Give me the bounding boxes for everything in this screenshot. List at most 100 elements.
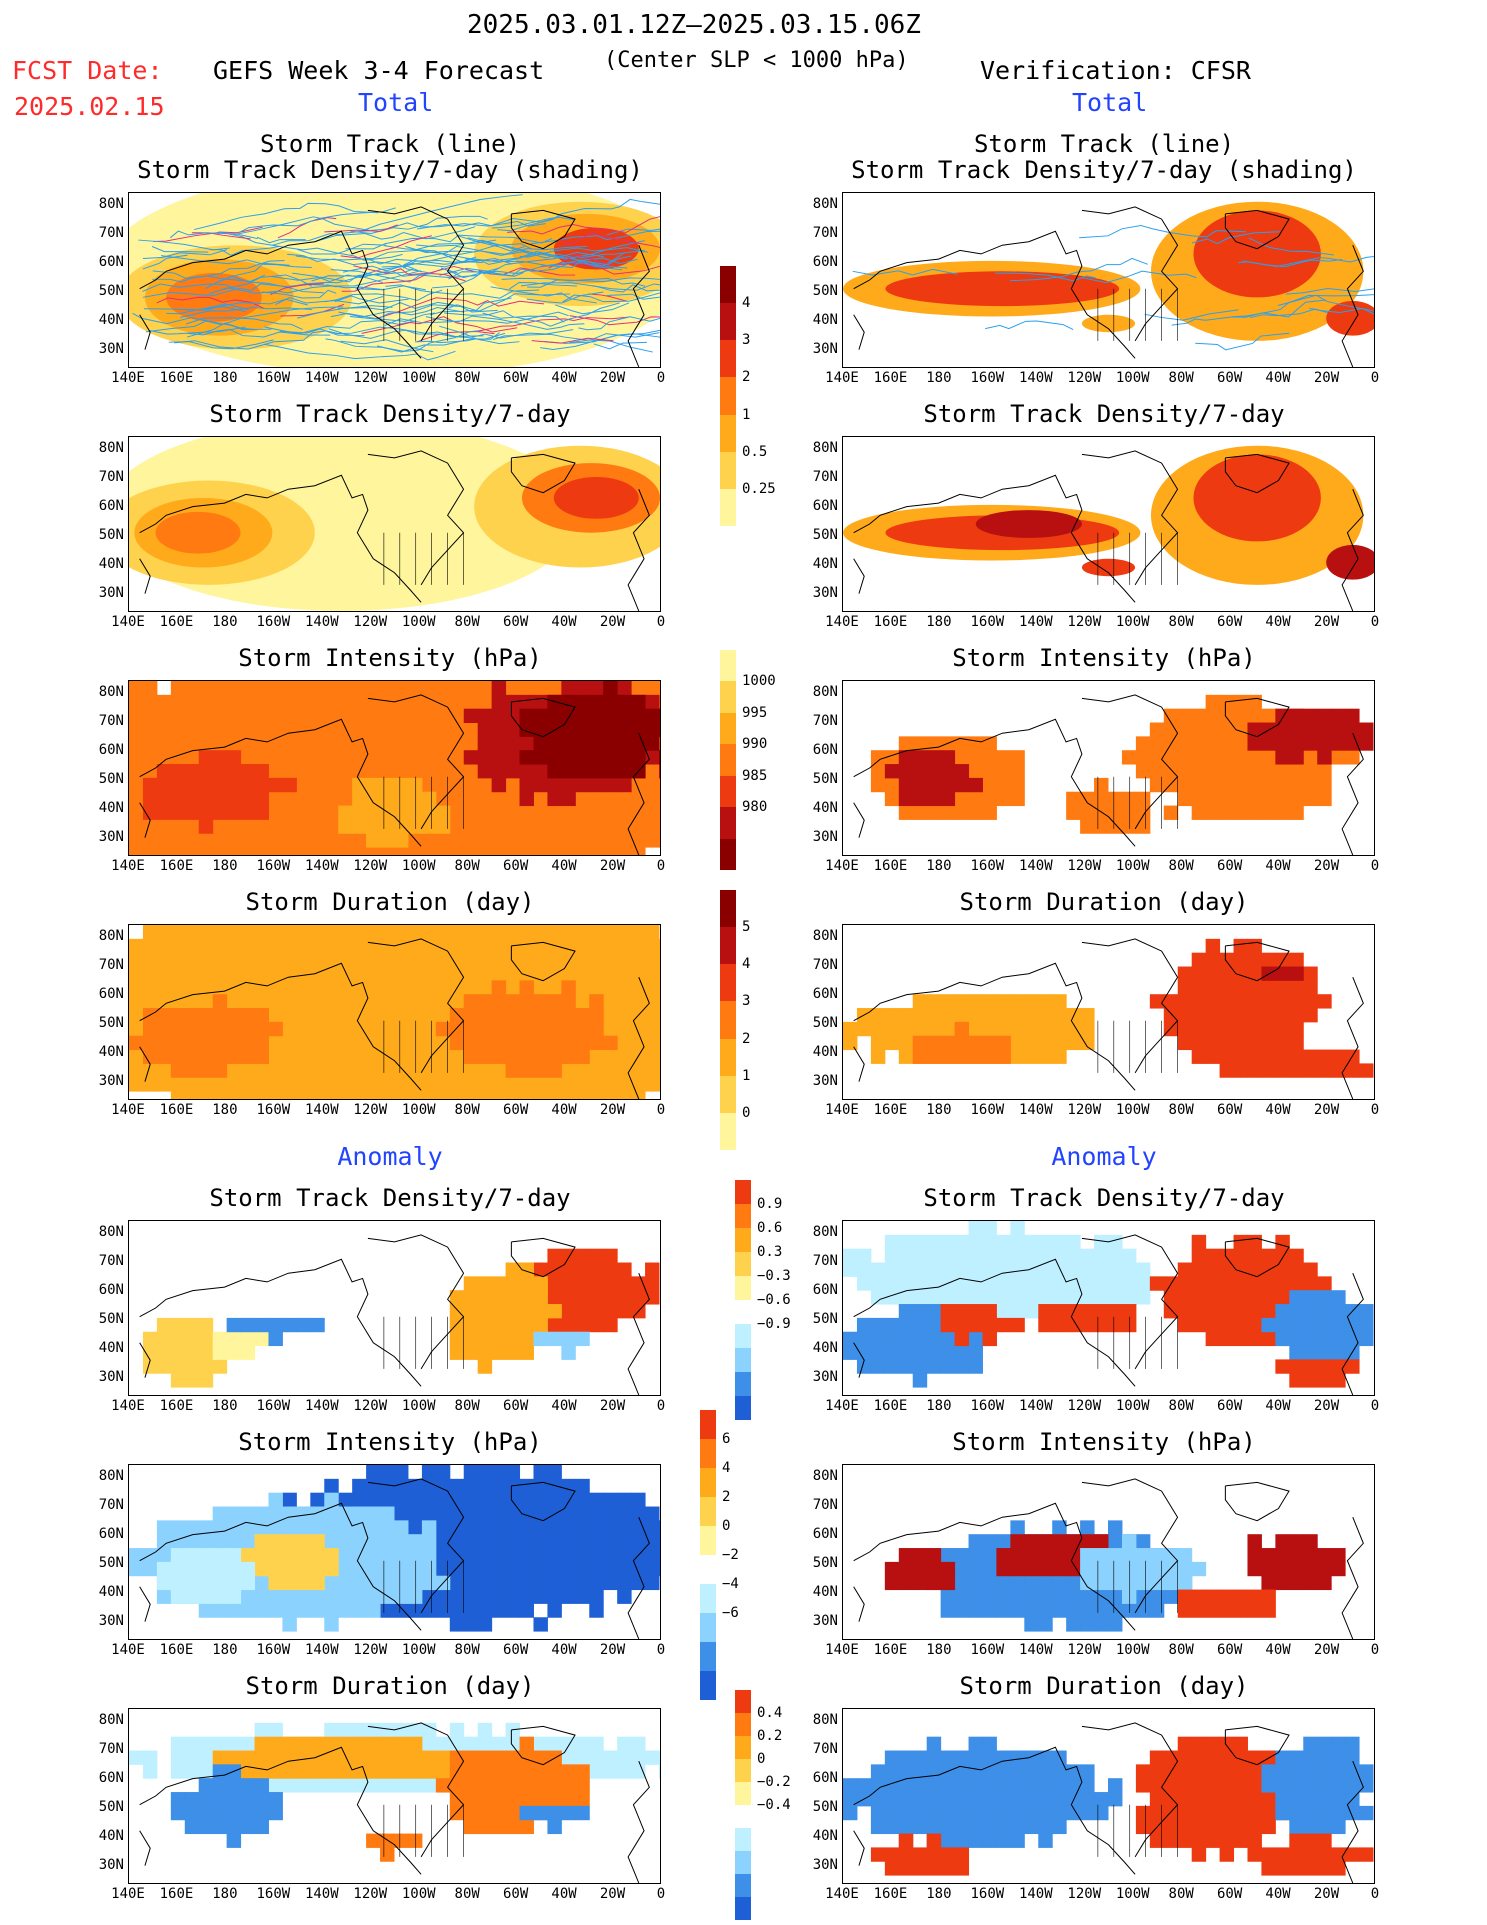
field-cell [226,750,242,765]
storm-track-line [335,326,484,338]
lat-label: 30N [812,1369,838,1385]
field-cell [394,708,409,724]
field-cell [184,952,200,968]
field-cell [926,1792,942,1807]
lon-label: 60W [502,1102,529,1118]
field-cell [477,1465,493,1480]
field-cell [1275,1331,1290,1347]
field-cell [1010,1008,1025,1023]
field-cell [575,1049,590,1064]
field-cell [1219,1589,1235,1604]
field-cell [435,980,451,995]
lon-label: 180 [212,614,238,630]
field-cell [1163,1561,1179,1577]
field-cell [617,847,632,855]
field-cell [1289,994,1304,1009]
field-cell [184,1331,200,1347]
field-cell [589,1317,604,1333]
field-cell [491,980,507,995]
lat-label: 40N [812,1340,838,1356]
field-cell [421,708,437,724]
storm-track-line [606,293,660,300]
field-cell [198,1805,214,1821]
field-cell [898,1049,914,1064]
map-canvas [129,1221,660,1395]
field-cell [1205,966,1221,981]
field-cell [547,764,562,779]
field-cell [547,1819,562,1835]
field-cell [449,1805,465,1821]
field-cell [519,1506,534,1521]
field-cell [1331,1764,1346,1779]
field-cell [435,1736,451,1752]
field-cell [240,994,256,1009]
field-cell [533,1049,548,1064]
field-cell [926,1561,942,1577]
field-cell [394,1750,409,1765]
field-cell [296,994,311,1009]
field-cell [575,1063,590,1078]
field-cell [1177,1792,1193,1807]
field-cell [1038,1317,1053,1333]
map-panel-l5 [128,1464,661,1640]
colorbar-segment [720,377,736,415]
field-cell [268,1492,283,1508]
field-cell [912,1373,928,1388]
field-cell [1233,1063,1248,1078]
field-cell [1303,1736,1318,1752]
field-cell [575,791,590,807]
field-cell [142,1359,158,1374]
field-cell [156,1589,172,1604]
field-cell [1121,1561,1137,1577]
field-cell [982,1534,997,1549]
lon-label: 100W [1115,614,1150,630]
field-cell [533,1304,548,1319]
field-cell [1191,1819,1207,1835]
field-cell [1275,708,1290,724]
density-blob [1326,544,1374,580]
field-cell [477,966,493,981]
field-cell [884,791,900,807]
field-cell [884,1805,900,1821]
field-cell [142,750,158,765]
field-cell [491,1465,507,1480]
field-cell [547,1290,562,1305]
lat-label: 80N [812,1712,838,1728]
field-cell [1052,1008,1067,1023]
field-cell [407,1021,423,1037]
field-cell [254,1561,269,1577]
field-cell [968,805,983,820]
field-cell [575,1077,590,1092]
field-cell [212,764,228,779]
field-cell [1121,1317,1137,1333]
field-cell [463,952,479,968]
field-cell [575,1534,590,1549]
coastline [139,1342,151,1378]
field-cell [1163,1805,1179,1821]
field-cell [617,1764,632,1779]
colorbar-label: 2 [742,369,751,386]
field-cell [1359,1304,1374,1319]
field-cell [1331,1317,1346,1333]
field-cell [575,1478,590,1494]
field-cell [1191,1049,1207,1064]
field-cell [1038,1561,1053,1577]
field-cell [505,1262,521,1277]
field-cell [477,1317,493,1333]
lon-label: 80W [1168,858,1194,874]
field-cell [982,1736,997,1752]
field-cell [1317,1359,1332,1374]
field-cell [184,1077,200,1092]
field-cell [533,694,548,710]
field-cell [1345,722,1360,737]
field-cell [884,1861,900,1876]
field-cell [1303,1861,1318,1876]
field-cell [645,994,660,1009]
field-cell [338,1520,353,1535]
field-cell [1052,1276,1067,1291]
field-cell [547,1561,562,1577]
lon-label: 60W [1216,858,1243,874]
field-cell [1233,708,1248,724]
field-cell [1261,708,1276,724]
lon-label: 100W [401,858,436,874]
